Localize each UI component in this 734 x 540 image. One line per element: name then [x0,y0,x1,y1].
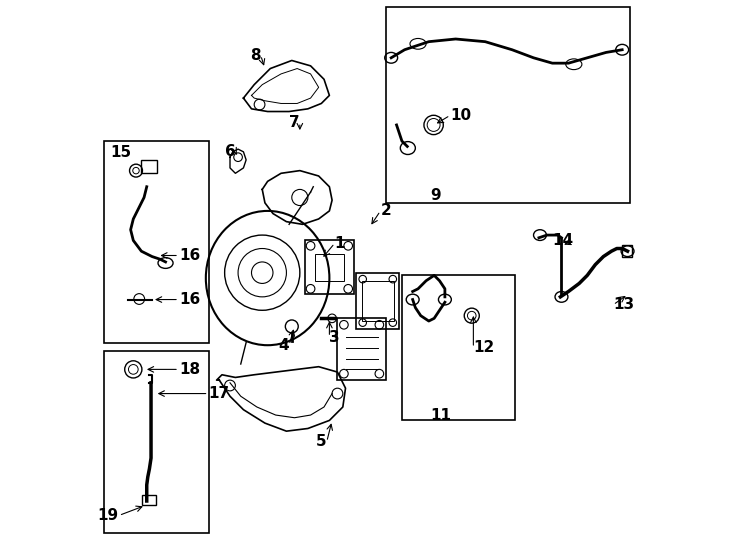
Bar [103,141,208,342]
Text: 1: 1 [335,235,345,251]
Bar [622,245,632,256]
Text: 15: 15 [110,145,131,160]
Text: 10: 10 [450,108,471,123]
Text: 17: 17 [208,386,230,401]
Text: 12: 12 [473,340,495,355]
Text: 3: 3 [330,329,340,345]
Ellipse shape [252,262,273,284]
Text: 18: 18 [179,362,200,377]
Bar [386,7,631,203]
Bar [356,273,399,329]
Bar [315,254,344,281]
Bar [103,350,208,533]
Text: 16: 16 [179,292,200,307]
Text: 13: 13 [613,298,634,313]
Text: 6: 6 [225,144,236,159]
Bar [142,160,158,173]
Text: 9: 9 [430,188,440,204]
Text: 14: 14 [553,233,574,248]
Text: 19: 19 [98,508,119,523]
Bar [402,275,515,421]
Polygon shape [244,60,330,112]
Bar [305,240,354,294]
Bar [338,319,386,380]
Text: 7: 7 [289,115,300,130]
Bar [362,281,394,321]
Text: 4: 4 [278,338,289,353]
Text: 2: 2 [380,204,391,218]
Text: 16: 16 [179,248,200,263]
Text: 8: 8 [250,48,261,63]
Bar [142,495,156,505]
Text: 5: 5 [316,434,327,449]
Text: 11: 11 [430,408,451,422]
